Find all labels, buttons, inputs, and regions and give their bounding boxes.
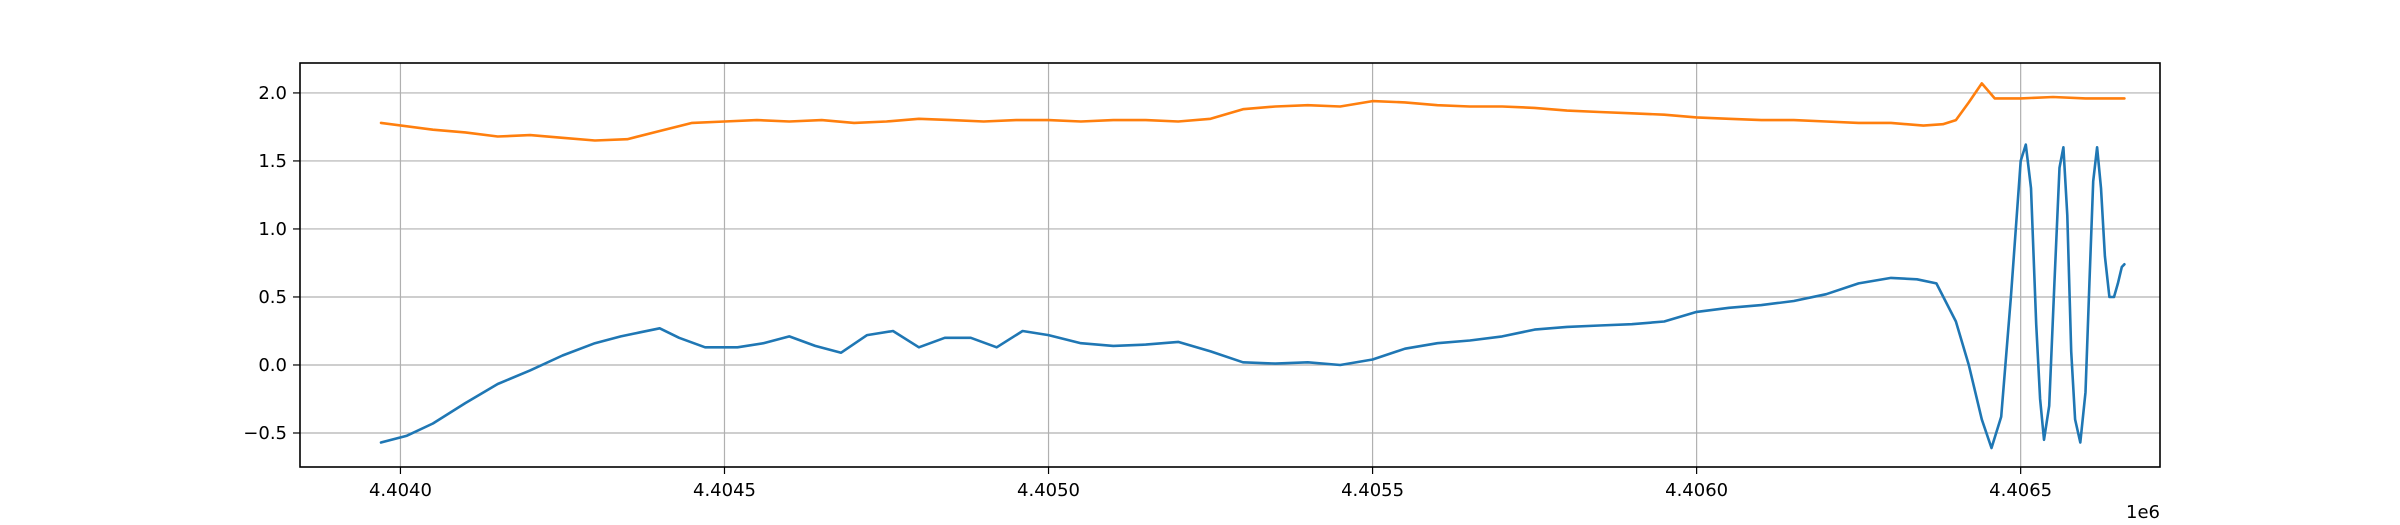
x-grid-lines bbox=[399, 63, 2022, 467]
x-tick-label: 4.4065 bbox=[1989, 480, 2052, 501]
y-tick-label: −0.5 bbox=[243, 423, 287, 444]
plot-area-background bbox=[300, 63, 2160, 467]
plot-frame bbox=[299, 62, 2161, 468]
x-tick-label: 4.4040 bbox=[369, 480, 432, 501]
y-grid-lines bbox=[300, 92, 2160, 434]
x-tick-label: 4.4050 bbox=[1017, 480, 1080, 501]
y-tick-label: 2.0 bbox=[258, 83, 287, 104]
series-layer bbox=[379, 82, 2126, 450]
y-tick-label: 0.5 bbox=[258, 287, 287, 308]
x-axis-offset-label: 1e6 bbox=[2126, 502, 2160, 523]
x-axis: 4.4040 4.4045 4.4050 4.4055 4.4060 4.4065 bbox=[369, 467, 2052, 501]
y-tick-label: 0.0 bbox=[258, 355, 287, 376]
y-axis: −0.5 0.0 0.5 1.0 1.5 2.0 bbox=[243, 83, 300, 444]
x-tick-label: 4.4055 bbox=[1341, 480, 1404, 501]
y-tick-label: 1.5 bbox=[258, 151, 287, 172]
y-tick-label: 1.0 bbox=[258, 219, 287, 240]
x-tick-label: 4.4045 bbox=[693, 480, 756, 501]
x-tick-label: 4.4060 bbox=[1665, 480, 1728, 501]
series-line-2 bbox=[379, 82, 2126, 142]
series-line-1 bbox=[379, 143, 2126, 450]
